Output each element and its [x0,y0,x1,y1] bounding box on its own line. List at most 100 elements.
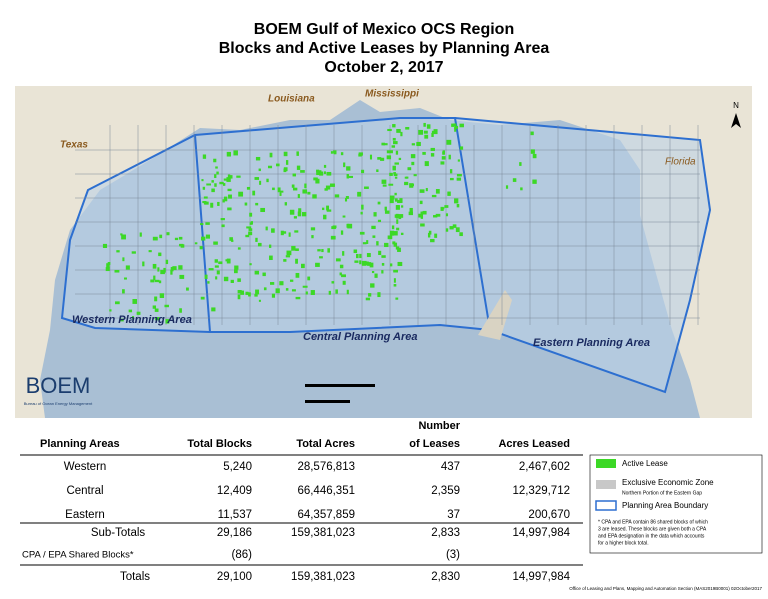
lease-patch [208,268,214,271]
lease-patch [456,203,460,208]
lease-patch [325,185,331,190]
lease-patch [288,232,291,237]
lease-patch [367,262,372,266]
lease-patch [214,183,217,187]
map: Texas Louisiana Mississippi Florida West… [15,86,752,418]
leases [102,122,537,324]
lease-patch [327,248,330,253]
legend-note: and EPA designation in the data which ac… [598,533,705,539]
lease-patch [401,205,404,208]
lease-patch [532,153,537,159]
lease-patch [285,255,291,258]
lease-patch [319,256,323,259]
lease-patch [216,270,220,275]
lease-patch [296,151,299,156]
legend-label: Active Lease [622,459,668,468]
lease-patch [285,160,289,165]
area-label: Central Planning Area [303,331,418,343]
lease-patch [125,265,130,270]
table-cell: (86) [232,549,253,561]
lease-patch [249,212,253,217]
lease-patch [322,207,325,211]
table-cell: 29,100 [217,571,252,583]
lease-patch [353,249,358,254]
lease-patch [263,287,267,291]
lease-patch [301,263,305,269]
lease-patch [389,199,394,204]
lease-patch [165,319,170,324]
lease-patch [271,228,275,233]
legend-label: Northern Portion of the Eastern Gap [622,490,702,496]
lease-patch [194,242,198,245]
lease-patch [157,267,160,272]
lease-patch [302,189,308,194]
lease-patch [165,259,169,265]
lease-patch [262,272,266,277]
table-cell: 29,186 [217,527,252,539]
lease-patch [237,278,241,282]
lease-patch [248,228,253,231]
lease-patch [341,274,346,278]
lease-patch [392,231,398,236]
lease-patch [255,202,259,206]
lease-patch [343,162,346,168]
lease-patch [446,139,452,145]
lease-patch [154,308,159,312]
lease-patch [344,197,348,202]
lease-patch [302,285,308,288]
lease-patch [392,137,396,141]
lease-patch [158,280,162,284]
lease-patch [222,199,225,203]
logo-sub: Bureau of Ocean Energy Management [24,401,93,406]
lease-patch [160,269,165,275]
lease-patch [315,262,320,267]
lease-patch [237,247,241,250]
lease-patch [366,240,369,244]
lease-patch [347,223,353,229]
lease-patch [102,243,108,248]
lease-patch [449,177,454,181]
lease-patch [204,201,209,205]
lease-patch [441,156,446,160]
lease-patch [454,198,459,204]
table-header: Planning Areas [40,438,120,450]
lease-patch [397,247,401,252]
lease-patch [332,225,337,229]
lease-patch [433,215,438,218]
lease-patch [426,124,431,129]
lease-patch [275,288,280,294]
lease-patch [233,150,238,156]
legend-note: for a higher block total. [598,540,649,546]
lease-patch [381,179,387,184]
table-cell: 11,537 [218,509,252,521]
lease-patch [442,151,445,155]
lease-patch [220,218,225,221]
lease-patch [360,211,363,215]
lease-patch [228,194,232,199]
lease-patch [216,171,219,175]
lease-patch [457,159,460,162]
lease-patch [384,210,390,214]
lease-patch [259,180,262,185]
lease-patch [422,151,426,155]
lease-patch [238,191,244,197]
lease-patch [229,237,233,241]
lease-patch [289,279,294,282]
lease-patch [383,143,388,146]
lease-patch [293,216,297,219]
lease-patch [390,263,393,267]
land [15,86,752,418]
lease-patch [298,208,302,213]
lease-patch [396,205,400,208]
lease-patch [395,150,399,155]
lease-patch [120,233,123,236]
table-cell: 159,381,023 [291,571,355,583]
lease-patch [394,198,398,202]
lease-patch [153,275,156,281]
lease-patch [389,150,393,154]
lease-patch [346,174,349,179]
lease-patch [430,153,435,157]
lease-patch [217,201,220,206]
table-header: Number [418,420,460,432]
table-header: Total Acres [296,438,355,450]
